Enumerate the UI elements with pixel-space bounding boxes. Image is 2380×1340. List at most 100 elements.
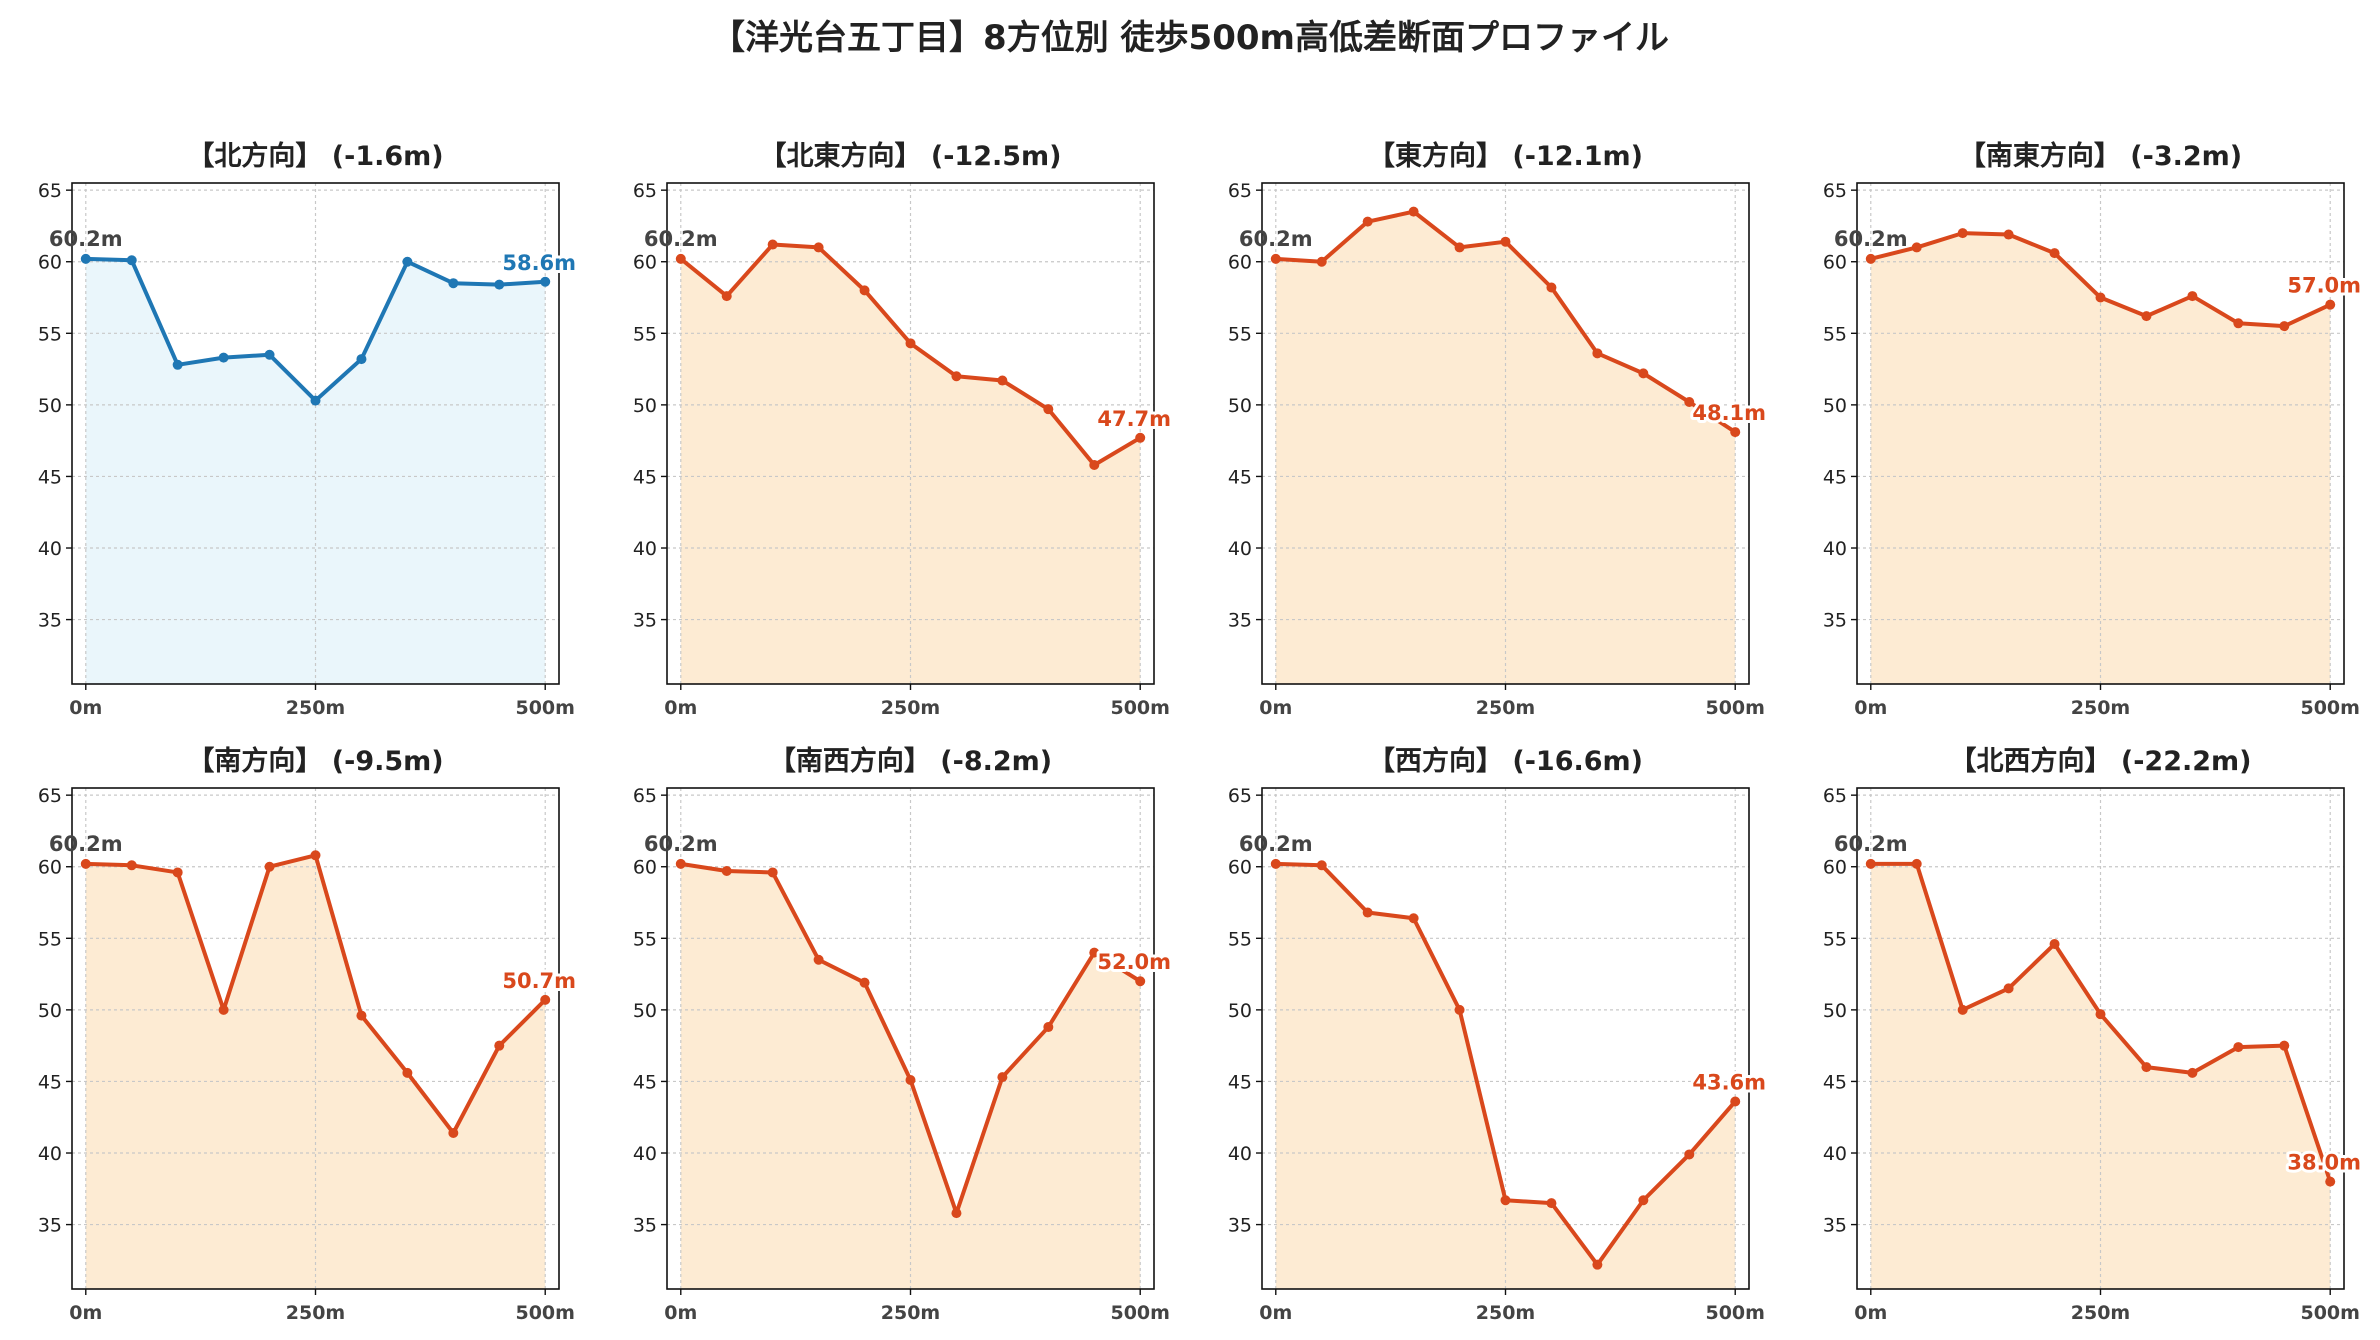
y-tick-label: 60 [38,252,62,274]
data-point [1957,228,1968,239]
data-point [310,850,321,861]
y-tick-label: 40 [1823,1143,1847,1165]
data-point [2049,248,2060,259]
data-point [402,1067,413,1078]
data-point [1500,1195,1511,1206]
y-tick-label: 65 [633,785,657,807]
y-tick-label: 40 [633,1143,657,1165]
x-tick-label: 250m [1476,1302,1535,1324]
x-tick-label: 500m [1705,697,1764,719]
data-point [1865,253,1876,264]
x-tick-label: 0m [1259,697,1292,719]
panel-5: 【南西方向】 (-8.2m) 35 40 45 50 55 60 65 0m 250m 500m 60… [633,745,1174,1324]
profile-area [1275,863,1736,1289]
x-tick-label: 0m [1854,697,1887,719]
panel-7: 【北西方向】 (-22.2m) 35 40 45 50 55 60 65 0m 250m 500m 6… [1823,745,2364,1324]
data-point [1135,432,1146,443]
panel-1: 【北東方向】 (-12.5m) 35 40 45 50 55 60 65 0m 250m 500m 6… [633,140,1174,719]
end-value-label-halo: 43.6m [1692,1070,1766,1094]
y-tick-label: 55 [633,323,657,345]
data-point [1043,404,1054,415]
data-point [1270,253,1281,264]
profile-area [680,863,1141,1289]
data-point [1454,242,1465,253]
x-tick-label: 250m [881,697,940,719]
y-tick-label: 60 [633,857,657,879]
y-tick-label: 65 [1228,785,1252,807]
data-point [951,1208,962,1219]
data-point [2187,291,2198,302]
x-tick-label: 0m [664,697,697,719]
y-tick-label: 45 [1823,466,1847,488]
y-tick-label: 35 [633,1215,657,1237]
data-point [1316,860,1327,871]
y-tick-label: 60 [633,252,657,274]
data-point [80,253,91,264]
data-point [2141,311,2152,322]
y-tick-label: 60 [1228,857,1252,879]
x-tick-label: 250m [286,1302,345,1324]
data-point [859,977,870,988]
y-tick-label: 35 [633,610,657,632]
start-value-label: 60.2m [49,832,123,856]
data-point [1362,907,1373,918]
y-tick-label: 65 [633,180,657,202]
data-point [1730,1096,1741,1107]
data-point [172,359,183,370]
start-value-label: 60.2m [1834,832,1908,856]
x-tick-label: 0m [1259,1302,1292,1324]
y-tick-label: 50 [1823,1000,1847,1022]
y-tick-label: 55 [1228,928,1252,950]
data-point [951,371,962,382]
data-point [448,278,459,289]
data-point [1911,858,1922,869]
end-value-label: 57.0m [2287,274,2361,298]
x-tick-label: 500m [1110,1302,1169,1324]
y-tick-label: 50 [38,1000,62,1022]
end-value-label-halo: 58.6m [502,251,576,275]
start-value-label: 60.2m [1834,227,1908,251]
panel-title: 【南西方向】 (-8.2m) [769,745,1052,777]
y-tick-label: 45 [1823,1071,1847,1093]
data-point [1638,1195,1649,1206]
end-value-label: 58.6m [502,251,576,275]
y-tick-label: 55 [1228,323,1252,345]
data-point [402,256,413,267]
data-point [2003,229,2014,240]
y-tick-label: 65 [1823,785,1847,807]
y-tick-label: 35 [1228,610,1252,632]
data-point [1730,427,1741,438]
data-point [2187,1067,2198,1078]
y-tick-label: 60 [1823,252,1847,274]
data-point [2003,983,2014,994]
y-tick-label: 40 [633,538,657,560]
data-point [1592,348,1603,359]
data-point [1089,459,1100,470]
end-value-label: 47.7m [1097,407,1171,431]
data-point [1316,256,1327,267]
y-tick-label: 35 [38,610,62,632]
data-point [675,858,686,869]
data-point [1043,1022,1054,1033]
data-point [859,285,870,296]
data-point [675,253,686,264]
data-point [1865,858,1876,869]
data-point [1684,397,1695,408]
data-point [2049,939,2060,950]
data-point [2233,1042,2244,1053]
end-value-label: 50.7m [502,969,576,993]
panel-0: 【北方向】 (-1.6m) 35 40 45 50 55 60 65 0m 250m 500m 60.… [38,140,579,719]
y-tick-label: 45 [1228,1071,1252,1093]
x-tick-label: 500m [2300,1302,2359,1324]
data-point [218,352,229,363]
data-point [997,1072,1008,1083]
y-tick-label: 50 [38,395,62,417]
data-point [356,1010,367,1021]
panel-title: 【北西方向】 (-22.2m) [1949,745,2251,777]
data-point [1408,206,1419,217]
y-tick-label: 35 [1823,1215,1847,1237]
